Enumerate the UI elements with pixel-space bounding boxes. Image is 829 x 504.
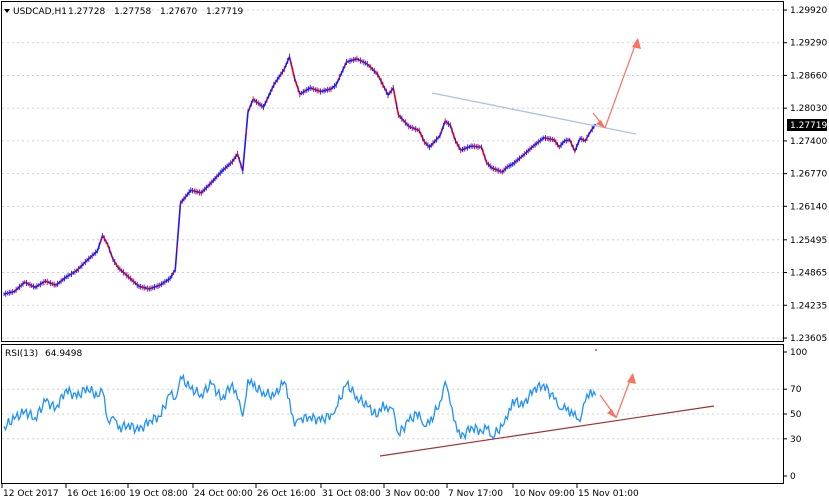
time-tick-label: 16 Oct 16:00 <box>67 489 126 499</box>
quote-low: 1.27670 <box>160 7 197 17</box>
arrow-up-segment <box>604 39 638 129</box>
price-segment <box>558 140 566 148</box>
rsi-arrow-head-up-icon <box>627 373 636 384</box>
time-tick-label: 19 Oct 08:00 <box>129 489 188 499</box>
price-tick-label: 1.25495 <box>790 236 827 246</box>
price-tick-label: 1.29920 <box>790 6 827 16</box>
time-tick-label: 12 Oct 2017 <box>3 489 59 499</box>
price-tick-label: 1.28660 <box>790 71 827 81</box>
arrow-head-up-icon <box>632 38 641 49</box>
time-tick-label: 31 Oct 08:00 <box>322 489 381 499</box>
rsi-tick-label: 50 <box>790 410 802 420</box>
arrow-head-down-icon <box>596 120 605 128</box>
price-segment <box>283 56 291 70</box>
rsi-support-trendline[interactable] <box>379 405 715 457</box>
rsi-gridlines <box>2 388 783 440</box>
time-axis: 12 Oct 2017 16 Oct 16:00 19 Oct 08:00 24 Oc… <box>1 484 639 499</box>
rsi-label: RSI(13) <box>5 349 38 359</box>
price-series <box>3 53 597 297</box>
rsi-value: 64.9498 <box>45 349 82 359</box>
price-segment <box>449 125 457 142</box>
price-segment <box>288 56 296 79</box>
time-tick-label: 10 Nov 09:00 <box>514 489 575 499</box>
time-tick-label: 7 Nov 17:00 <box>448 489 503 499</box>
quote-close: 1.27719 <box>206 7 243 17</box>
rsi-arrow-head-down-icon <box>607 409 616 418</box>
price-segment <box>376 74 384 86</box>
time-tick-label: 24 Oct 00:00 <box>194 489 253 499</box>
price-segment <box>247 99 254 113</box>
rsi-tick-label: 30 <box>790 435 802 445</box>
price-segment <box>501 166 508 173</box>
small-marker-dot <box>595 349 597 351</box>
price-tick-label: 1.28030 <box>790 104 827 114</box>
rsi-tick-label: 0 <box>790 472 796 482</box>
price-segment <box>387 87 394 96</box>
arrow-annotation-rsi[interactable] <box>599 373 636 419</box>
price-panel <box>1 1 784 342</box>
price-segment <box>112 258 119 269</box>
rsi-tick-label: 100 <box>790 348 807 358</box>
rsi-line <box>3 373 597 441</box>
dropdown-triangle-icon[interactable] <box>4 9 10 13</box>
price-segment <box>101 235 109 246</box>
price-tick-label: 1.24865 <box>790 269 827 279</box>
price-segment <box>579 137 586 142</box>
price-gridlines <box>2 9 783 339</box>
price-segment <box>553 139 560 148</box>
rsi-tick-label: 70 <box>790 385 802 395</box>
price-segment <box>236 153 244 172</box>
time-tick-label: 3 Nov 00:00 <box>385 489 440 499</box>
quote-high: 1.27758 <box>114 7 151 17</box>
price-axis: 1.29920 1.29290 1.28660 1.28030 1.27400 1.267… <box>783 6 827 344</box>
price-segment <box>231 153 239 163</box>
resistance-trendline[interactable] <box>431 92 637 135</box>
current-price-tag <box>787 119 827 131</box>
price-segment <box>107 244 114 260</box>
price-segment <box>330 84 337 90</box>
price-segment <box>480 146 488 163</box>
price-segment <box>169 269 176 279</box>
time-tick-label: 15 Nov 01:00 <box>578 489 639 499</box>
current-price-label: 1.27719 <box>790 121 827 131</box>
price-segment <box>454 140 462 151</box>
price-tick-label: 1.26770 <box>790 170 827 180</box>
price-segment <box>293 78 301 95</box>
price-segment <box>423 141 431 148</box>
price-segment <box>564 139 570 142</box>
price-tick-label: 1.26140 <box>790 202 827 212</box>
price-segment <box>568 139 576 152</box>
quote-open: 1.27728 <box>68 7 105 17</box>
price-segment <box>96 235 104 252</box>
price-segment <box>584 131 592 142</box>
price-tick-label: 1.23605 <box>790 334 827 344</box>
price-segment <box>382 84 389 96</box>
price-segment <box>486 162 493 169</box>
time-tick-label: 26 Oct 16:00 <box>257 489 316 499</box>
arrow-annotation-price[interactable] <box>592 38 641 129</box>
price-segment <box>574 137 581 152</box>
price-segment <box>507 163 513 168</box>
price-segment <box>444 120 451 126</box>
symbol-label: USDCAD,H1 <box>13 7 67 17</box>
price-tick-label: 1.29290 <box>790 39 827 49</box>
price-segment <box>392 87 400 116</box>
price-tick-label: 1.27400 <box>790 137 827 147</box>
price-segment <box>174 203 182 270</box>
price-tick-label: 1.24235 <box>790 301 827 311</box>
price-segment <box>241 112 249 172</box>
price-segment <box>439 120 446 136</box>
rsi-axis: 100 70 50 30 0 <box>783 348 807 482</box>
price-segment <box>418 130 426 143</box>
